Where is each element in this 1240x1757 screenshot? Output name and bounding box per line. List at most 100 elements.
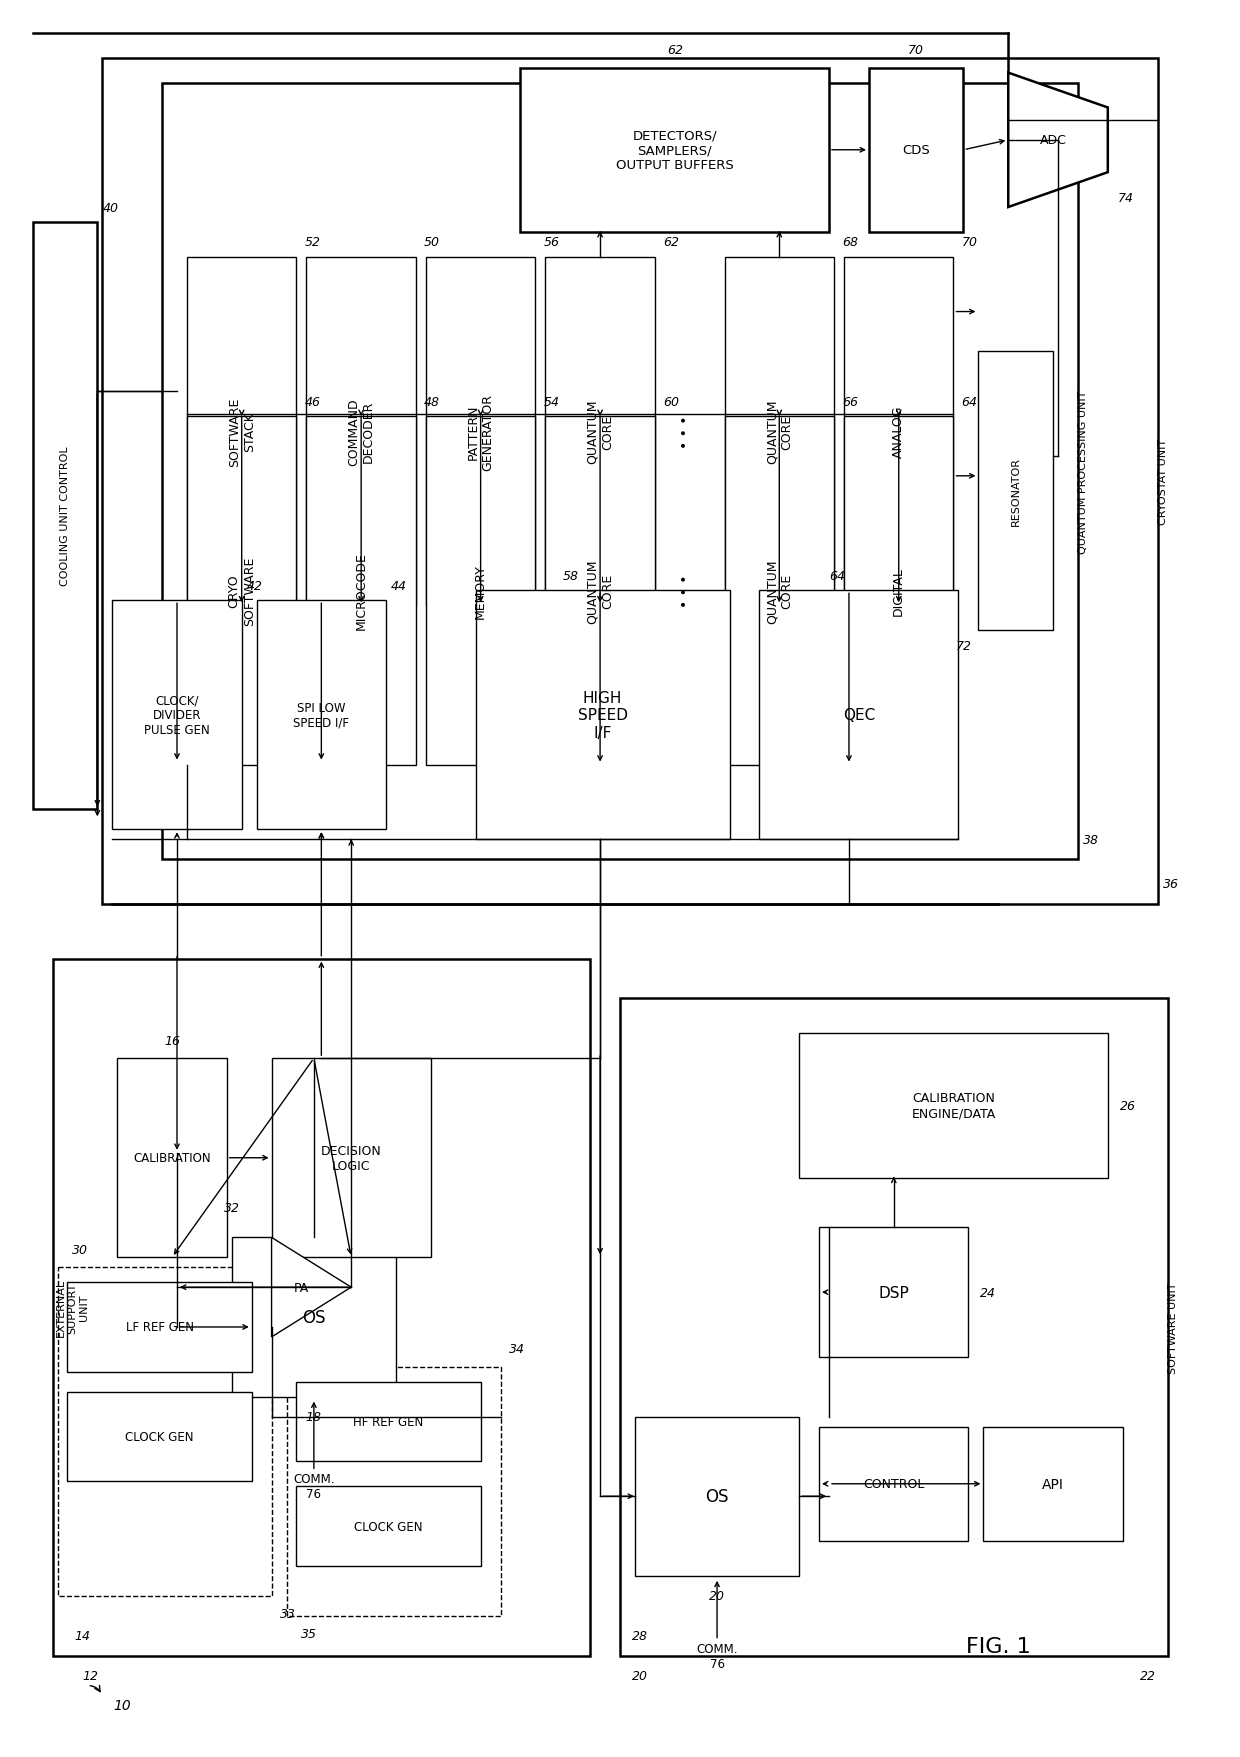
Polygon shape <box>1008 74 1107 207</box>
Text: CRYOSTAT UNIT: CRYOSTAT UNIT <box>1158 439 1168 525</box>
Bar <box>52 959 590 1655</box>
Text: 48: 48 <box>424 395 440 408</box>
Text: 36: 36 <box>1163 878 1178 891</box>
Bar <box>232 1237 396 1397</box>
Text: CLOCK GEN: CLOCK GEN <box>125 1430 193 1442</box>
Bar <box>286 1367 501 1616</box>
Text: 50: 50 <box>424 235 440 249</box>
Text: CRYO
SOFTWARE: CRYO SOFTWARE <box>228 557 255 625</box>
Text: DECISION
LOGIC: DECISION LOGIC <box>321 1144 382 1172</box>
Text: 20: 20 <box>709 1590 725 1602</box>
Text: 62: 62 <box>667 44 683 58</box>
Bar <box>425 416 536 764</box>
Bar <box>187 258 296 606</box>
Text: 34: 34 <box>508 1342 525 1356</box>
Bar <box>724 258 835 606</box>
Text: 33: 33 <box>279 1608 295 1620</box>
Text: 44: 44 <box>391 580 407 592</box>
Bar <box>32 223 98 810</box>
Text: ANALOG: ANALOG <box>893 406 905 459</box>
Bar <box>978 351 1053 631</box>
Text: • • •: • • • <box>678 575 692 608</box>
Text: • • •: • • • <box>678 415 692 448</box>
Text: 70: 70 <box>908 44 924 58</box>
Text: 74: 74 <box>1117 192 1133 204</box>
Bar <box>103 58 1158 905</box>
Bar <box>425 258 536 606</box>
Bar <box>257 601 386 829</box>
Bar <box>306 258 415 606</box>
Text: COOLING UNIT CONTROL: COOLING UNIT CONTROL <box>60 446 69 587</box>
Text: COMM.
76: COMM. 76 <box>697 1641 738 1669</box>
Text: 16: 16 <box>164 1035 180 1047</box>
Bar <box>820 1228 968 1356</box>
Text: CONTROL: CONTROL <box>863 1478 925 1490</box>
Text: CDS: CDS <box>903 144 930 156</box>
Text: OS: OS <box>706 1488 729 1506</box>
Bar <box>187 416 296 764</box>
Text: 60: 60 <box>663 395 678 408</box>
Text: 56: 56 <box>543 235 559 249</box>
Text: 22: 22 <box>1140 1669 1156 1681</box>
Text: QUANTUM PROCESSING UNIT: QUANTUM PROCESSING UNIT <box>1078 390 1087 553</box>
Text: SPI LOW
SPEED I/F: SPI LOW SPEED I/F <box>294 701 350 729</box>
Text: CALIBRATION: CALIBRATION <box>133 1151 211 1165</box>
Bar <box>820 1427 968 1541</box>
Text: 54: 54 <box>543 395 559 408</box>
Text: QUANTUM
CORE: QUANTUM CORE <box>587 399 614 464</box>
Text: DETECTORS/
SAMPLERS/
OUTPUT BUFFERS: DETECTORS/ SAMPLERS/ OUTPUT BUFFERS <box>616 130 734 172</box>
Text: PATTERN
GENERATOR: PATTERN GENERATOR <box>466 394 495 471</box>
Polygon shape <box>272 1237 351 1337</box>
Text: LF REF GEN: LF REF GEN <box>125 1321 193 1334</box>
Text: 64: 64 <box>961 395 977 408</box>
Text: 72: 72 <box>956 640 971 652</box>
Text: RESONATOR: RESONATOR <box>1011 457 1021 525</box>
Text: QUANTUM
CORE: QUANTUM CORE <box>765 399 794 464</box>
Text: API: API <box>1042 1478 1064 1492</box>
Bar <box>162 84 1078 859</box>
Text: ADC: ADC <box>1039 134 1066 148</box>
Text: CLOCK GEN: CLOCK GEN <box>355 1520 423 1532</box>
Text: 26: 26 <box>1120 1100 1136 1112</box>
Text: 66: 66 <box>842 395 858 408</box>
Text: CALIBRATION
ENGINE/DATA: CALIBRATION ENGINE/DATA <box>911 1091 996 1119</box>
Text: PA: PA <box>294 1281 309 1293</box>
Text: 62: 62 <box>663 235 678 249</box>
Text: CLOCK/
DIVIDER
PULSE GEN: CLOCK/ DIVIDER PULSE GEN <box>144 694 210 736</box>
Bar <box>620 1000 1168 1655</box>
Text: 14: 14 <box>74 1629 91 1643</box>
Text: 30: 30 <box>72 1244 88 1256</box>
Bar <box>67 1392 252 1481</box>
Text: MEMORY: MEMORY <box>474 564 487 618</box>
Text: 38: 38 <box>1083 833 1099 847</box>
Text: 28: 28 <box>632 1629 649 1643</box>
Text: HIGH
SPEED
I/F: HIGH SPEED I/F <box>578 691 627 740</box>
Text: 58: 58 <box>563 569 579 583</box>
Text: 12: 12 <box>82 1669 98 1681</box>
Bar <box>844 416 954 764</box>
Bar <box>759 590 959 840</box>
Text: 24: 24 <box>981 1286 997 1298</box>
Bar <box>476 590 729 840</box>
Text: 32: 32 <box>223 1202 239 1214</box>
Bar <box>983 1427 1122 1541</box>
Bar <box>869 69 963 232</box>
Text: COMMAND
DECODER: COMMAND DECODER <box>347 399 376 466</box>
Bar <box>57 1267 272 1595</box>
Text: 68: 68 <box>842 235 858 249</box>
Text: 35: 35 <box>301 1627 317 1641</box>
Text: HF REF GEN: HF REF GEN <box>353 1414 424 1428</box>
Text: SOFTWARE
STACK: SOFTWARE STACK <box>228 397 255 466</box>
Text: 64: 64 <box>830 569 844 583</box>
Bar <box>306 416 415 764</box>
Text: SOFTWARE UNIT: SOFTWARE UNIT <box>1168 1281 1178 1372</box>
Text: MICROCODE: MICROCODE <box>355 552 368 629</box>
Text: 42: 42 <box>247 580 263 592</box>
Bar <box>67 1283 252 1372</box>
Text: 52: 52 <box>305 235 320 249</box>
Text: 20: 20 <box>632 1669 649 1681</box>
Text: DIGITAL: DIGITAL <box>893 566 905 615</box>
Bar <box>296 1486 481 1565</box>
Text: EXTERNAL
SUPPORT
UNIT: EXTERNAL SUPPORT UNIT <box>56 1279 89 1337</box>
Text: 10: 10 <box>113 1699 131 1713</box>
